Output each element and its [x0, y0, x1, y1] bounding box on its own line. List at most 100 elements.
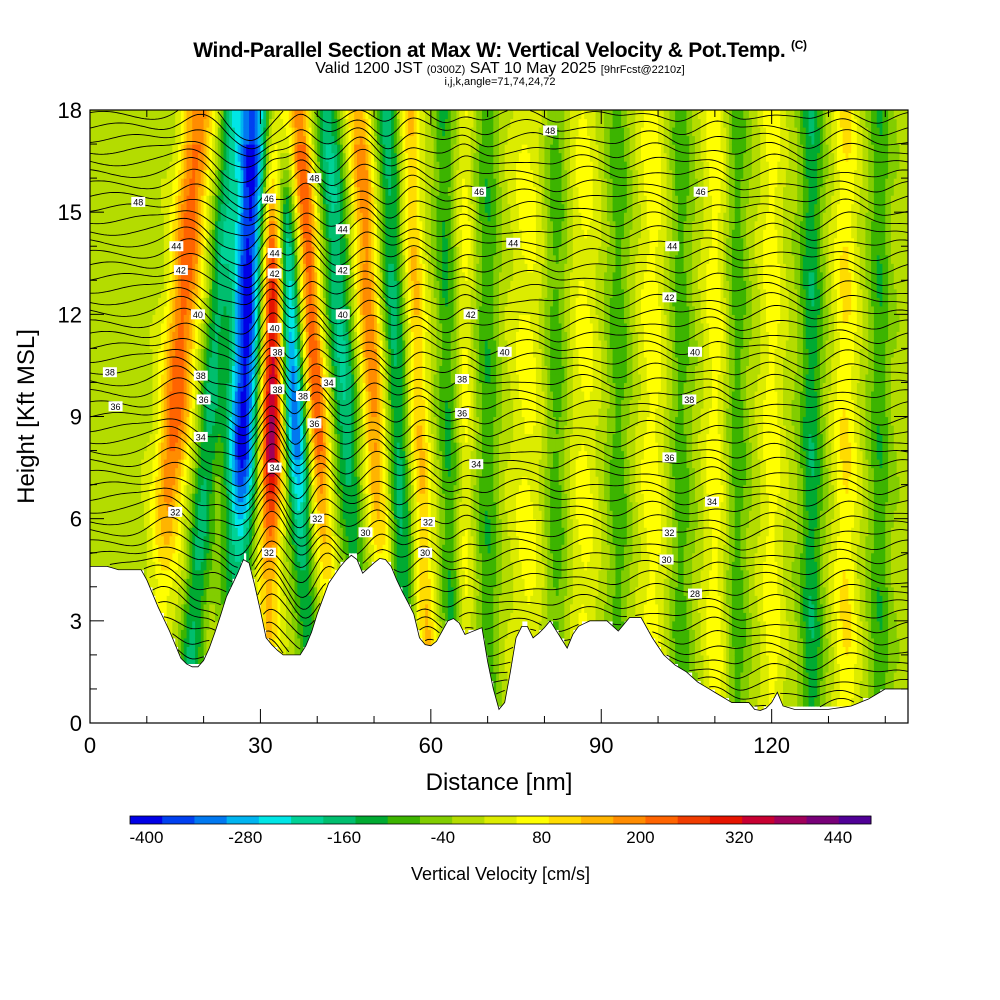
velocity-cell	[129, 263, 134, 273]
velocity-cell	[124, 442, 128, 452]
velocity-cell	[175, 586, 179, 596]
velocity-cell	[95, 484, 100, 494]
velocity-cell	[98, 561, 102, 571]
velocity-cell	[107, 271, 111, 281]
velocity-cell	[169, 586, 173, 596]
velocity-cell	[132, 399, 137, 409]
velocity-cell	[158, 459, 162, 469]
velocity-cell	[98, 152, 102, 162]
velocity-cell	[124, 254, 128, 264]
velocity-cell	[124, 220, 128, 230]
velocity-cell	[129, 314, 134, 324]
velocity-cell	[112, 331, 117, 341]
velocity-cell	[143, 527, 148, 537]
velocity-cell	[146, 493, 151, 503]
velocity-cell	[90, 212, 94, 222]
velocity-cell	[124, 425, 128, 435]
velocity-cell	[104, 237, 108, 247]
velocity-cell	[121, 110, 125, 120]
velocity-cell	[132, 288, 137, 298]
velocity-cell	[149, 476, 154, 486]
velocity-cell	[138, 561, 142, 571]
velocity-cell	[98, 314, 102, 324]
velocity-cell	[112, 246, 117, 256]
velocity-cell	[161, 229, 165, 239]
velocity-cell	[124, 501, 128, 511]
velocity-cell	[172, 425, 176, 435]
velocity-cell	[166, 433, 171, 443]
velocity-cell	[149, 169, 154, 179]
velocity-cell	[166, 356, 171, 367]
velocity-cell	[172, 127, 176, 137]
velocity-cell	[166, 348, 171, 358]
velocity-cell	[124, 212, 128, 222]
velocity-cell	[126, 339, 131, 349]
velocity-cell	[155, 399, 159, 409]
velocity-cell	[158, 254, 162, 264]
velocity-cell	[161, 305, 165, 315]
velocity-cell	[135, 229, 139, 239]
velocity-cell	[124, 373, 128, 384]
velocity-cell	[109, 271, 114, 281]
velocity-cell	[152, 246, 156, 256]
velocity-cell	[175, 637, 179, 647]
velocity-cell	[101, 544, 105, 554]
velocity-cell	[166, 135, 171, 145]
velocity-cell	[126, 425, 131, 435]
velocity-cell	[152, 407, 156, 418]
velocity-cell	[95, 178, 100, 188]
velocity-cell	[152, 135, 156, 145]
velocity-cell	[163, 484, 168, 494]
velocity-cell	[124, 510, 128, 520]
velocity-cell	[109, 152, 114, 162]
velocity-cell	[141, 127, 145, 137]
velocity-cell	[109, 203, 114, 213]
velocity-cell	[107, 331, 111, 341]
velocity-cell	[143, 186, 148, 196]
velocity-cell	[161, 595, 165, 605]
velocity-cell	[158, 450, 162, 460]
velocity-cell	[107, 135, 111, 145]
velocity-cell	[90, 501, 94, 511]
velocity-cell	[107, 442, 111, 452]
velocity-cell	[155, 169, 159, 179]
velocity-cell	[152, 195, 156, 205]
velocity-cell	[175, 450, 179, 460]
velocity-cell	[112, 348, 117, 358]
velocity-cell	[92, 450, 97, 460]
velocity-cell	[90, 373, 94, 384]
velocity-cell	[166, 390, 171, 401]
velocity-cell	[90, 237, 94, 247]
velocity-cell	[107, 280, 111, 290]
velocity-cell	[112, 280, 117, 290]
velocity-cell	[121, 280, 125, 290]
velocity-cell	[95, 169, 100, 179]
velocity-cell	[109, 476, 114, 486]
velocity-cell	[98, 459, 102, 469]
velocity-cell	[92, 476, 97, 486]
velocity-cell	[146, 339, 151, 349]
velocity-cell	[112, 263, 117, 273]
velocity-cell	[175, 493, 179, 503]
velocity-cell	[143, 339, 148, 349]
velocity-cell	[109, 144, 114, 154]
velocity-cell	[146, 459, 151, 469]
velocity-cell	[121, 510, 125, 520]
velocity-cell	[146, 229, 151, 239]
velocity-cell	[132, 407, 137, 418]
velocity-cell	[124, 178, 128, 188]
velocity-cell	[143, 467, 148, 477]
velocity-cell	[132, 297, 137, 307]
velocity-cell	[90, 450, 94, 460]
velocity-cell	[132, 169, 137, 179]
velocity-cell	[115, 535, 120, 545]
velocity-cell	[101, 433, 105, 443]
velocity-cell	[166, 237, 171, 247]
velocity-cell	[115, 144, 120, 154]
velocity-cell	[152, 110, 156, 120]
velocity-cell	[90, 399, 94, 409]
velocity-cell	[98, 263, 102, 273]
velocity-cell	[107, 314, 111, 324]
velocity-cell	[161, 527, 165, 537]
velocity-cell	[161, 339, 165, 349]
